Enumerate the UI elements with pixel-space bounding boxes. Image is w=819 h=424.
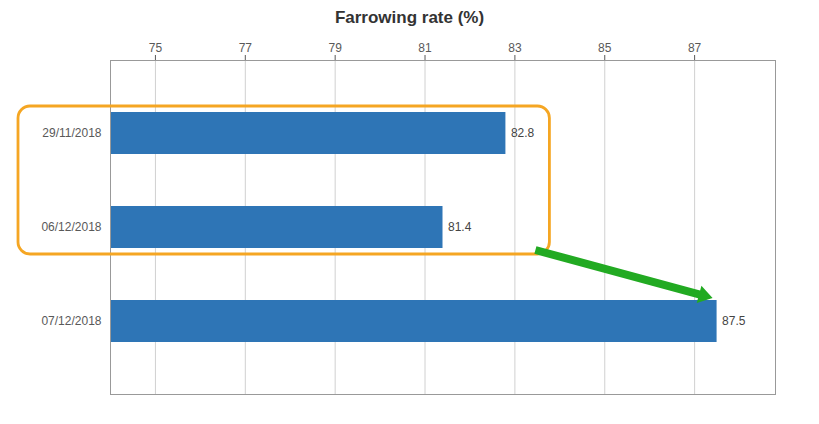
svg-text:06/12/2018: 06/12/2018 <box>41 220 101 234</box>
html-text:Farrowing rate (%): Farrowing rate (%) <box>334 8 485 27</box>
svg-text:83: 83 <box>508 41 522 55</box>
svg-text:77: 77 <box>239 41 253 55</box>
svg-text:87: 87 <box>688 41 702 55</box>
svg-text:79: 79 <box>328 41 342 55</box>
svg-text:07/12/2018: 07/12/2018 <box>41 314 101 328</box>
svg-text:75: 75 <box>149 41 163 55</box>
svg-text:87.5: 87.5 <box>722 314 746 328</box>
svg-text:81: 81 <box>418 41 432 55</box>
svg-text:82.8: 82.8 <box>511 126 535 140</box>
svg-text:81.4: 81.4 <box>448 220 472 234</box>
svg-text:29/11/2018: 29/11/2018 <box>42 126 101 140</box>
svg-text:85: 85 <box>598 41 612 55</box>
